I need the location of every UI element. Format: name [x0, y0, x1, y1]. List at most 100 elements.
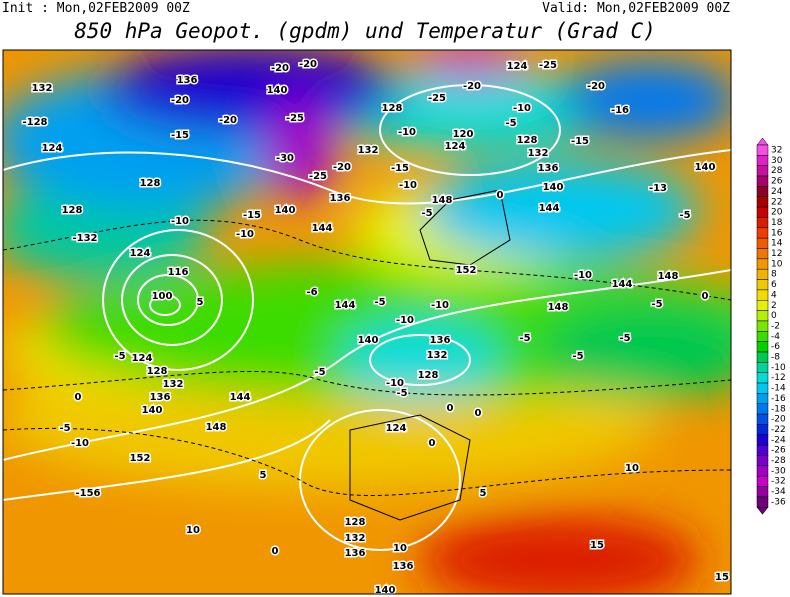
colorbar-label: 12: [771, 249, 782, 259]
contour-label: 10: [625, 463, 639, 474]
contour-label: -10: [71, 438, 89, 449]
contour-label: 0: [497, 190, 504, 201]
contour-label: 0: [75, 392, 82, 403]
colorbar-label: 6: [771, 280, 777, 290]
contour-label: 15: [715, 572, 729, 583]
colorbar-swatch: [756, 475, 769, 487]
contour-label: 140: [267, 85, 288, 96]
colorbar: 32302826242220181614121086420-2-4-6-8-10…: [756, 137, 786, 515]
contour-label: -156: [75, 488, 100, 499]
contour-label: 140: [275, 205, 296, 216]
colorbar-label: 30: [771, 156, 783, 166]
colorbar-label: 28: [771, 166, 783, 176]
colorbar-swatch: [756, 237, 769, 249]
contour-label: 10: [186, 525, 200, 536]
colorbar-bottom-arrow: [756, 507, 769, 515]
contour-label: 0: [702, 291, 709, 302]
contour-label: -15: [571, 136, 589, 147]
contour-label: 124: [445, 141, 466, 152]
colorbar-swatch: [756, 196, 769, 208]
colorbar-swatch: [756, 165, 769, 177]
contour-label: -20: [463, 81, 481, 92]
contour-label: 144: [335, 300, 356, 311]
contour-label: -10: [513, 103, 531, 114]
contour-label: -5: [314, 367, 325, 378]
contour-label: -10: [399, 180, 417, 191]
contour-label: 124: [507, 61, 528, 72]
contour-label: 136: [430, 335, 451, 346]
colorbar-swatch: [756, 351, 769, 363]
contour-label: 0: [272, 546, 279, 557]
colorbar-swatch: [756, 341, 769, 353]
colorbar-swatch: [756, 279, 769, 291]
contour-label: -5: [572, 351, 583, 362]
contour-label: -132: [72, 233, 97, 244]
colorbar-label: 22: [771, 197, 782, 207]
contour-label: -30: [276, 153, 294, 164]
contour-label: 128: [382, 103, 403, 114]
colorbar-swatch: [756, 310, 769, 322]
title: 850 hPa Geopot. (gpdm) und Temperatur (G…: [74, 19, 656, 43]
contour-label: 128: [147, 366, 168, 377]
contour-label: -25: [286, 113, 304, 124]
colorbar-swatch: [756, 175, 769, 187]
colorbar-label: 0: [771, 311, 777, 321]
contour-label: -20: [299, 59, 317, 70]
contour-label: 0: [475, 408, 482, 419]
contour-label: -13: [649, 183, 667, 194]
contour-label: -5: [114, 351, 125, 362]
contour-label: 124: [386, 423, 407, 434]
colorbar-swatch: [756, 393, 769, 404]
colorbar-label: -34: [771, 487, 786, 497]
contour-label: 140: [543, 182, 564, 193]
contour-label: 136: [330, 193, 351, 204]
contour-label: 100: [152, 291, 173, 302]
contour-label: 128: [140, 178, 161, 189]
contour-label: 132: [32, 83, 53, 94]
contour-label: 140: [375, 585, 396, 596]
colorbar-top-arrow: [756, 137, 769, 146]
colorbar-swatch: [756, 455, 769, 467]
contour-label: 136: [393, 561, 414, 572]
contour-label: 128: [517, 135, 538, 146]
colorbar-swatch: [756, 362, 769, 373]
contour-label: -20: [271, 63, 289, 74]
colorbar-label: -6: [771, 342, 780, 352]
contour-label: 10: [393, 543, 407, 554]
contour-label: -20: [171, 95, 189, 106]
contour-label: -25: [309, 171, 327, 182]
contour-label: -10: [398, 127, 416, 138]
colorbar-label: 20: [771, 208, 783, 218]
contour-label: 140: [142, 405, 163, 416]
colorbar-swatch: [756, 289, 769, 301]
contour-label: -5: [651, 299, 662, 310]
contour-label: 144: [539, 203, 560, 214]
colorbar-label: 8: [771, 270, 777, 280]
colorbar-swatch: [756, 372, 769, 384]
contour-label: 124: [42, 143, 63, 154]
contour-label: 132: [345, 533, 366, 544]
contour-label: 144: [230, 392, 251, 403]
contour-label: -20: [219, 115, 237, 126]
colorbar-label: -28: [771, 456, 786, 466]
colorbar-label: -10: [771, 363, 786, 373]
colorbar-label: -16: [771, 394, 786, 404]
contour-label: 5: [197, 297, 204, 308]
map-frame: [2, 49, 732, 595]
contour-label: 0: [429, 438, 436, 449]
valid-time: Valid: Mon,02FEB2009 00Z: [542, 1, 730, 16]
colorbar-swatch: [756, 268, 769, 280]
colorbar-label: -20: [771, 415, 786, 425]
colorbar-swatch: [756, 217, 769, 229]
contour-label: -25: [428, 93, 446, 104]
colorbar-swatch: [756, 444, 769, 456]
colorbar-label: 26: [771, 177, 783, 187]
contour-label: 136: [538, 163, 559, 174]
colorbar-swatch: [756, 424, 769, 436]
contour-label: 140: [358, 335, 379, 346]
map: 132 -128 124 128 128 -132 136 -20 -15 -20 140 -20 -2…: [3, 50, 731, 596]
colorbar-swatch: [756, 413, 769, 425]
contour-label: -5: [519, 333, 530, 344]
contour-label: 120: [453, 129, 474, 140]
contour-label: -15: [243, 210, 261, 221]
